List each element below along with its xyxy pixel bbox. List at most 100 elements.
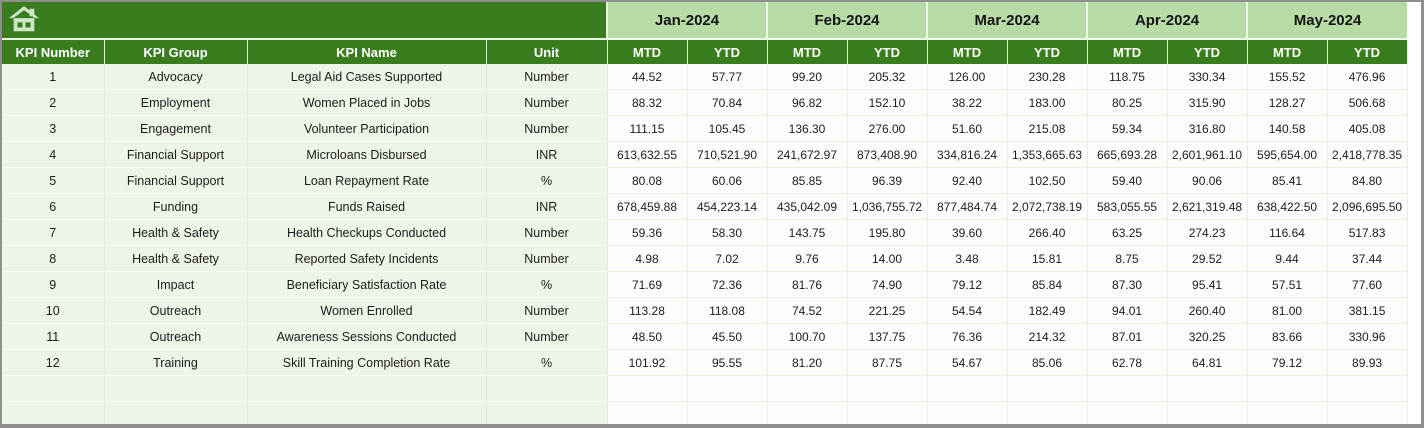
- unit-cell[interactable]: %: [486, 349, 608, 376]
- kpi-number-cell[interactable]: 6: [2, 193, 105, 220]
- value-cell[interactable]: 320.25: [1167, 323, 1248, 350]
- value-cell[interactable]: 94.01: [1087, 297, 1168, 324]
- value-cell[interactable]: 79.12: [1247, 349, 1328, 376]
- kpi-group-cell[interactable]: Financial Support: [104, 167, 248, 194]
- value-cell[interactable]: [1087, 375, 1168, 402]
- value-cell[interactable]: 334,816.24: [927, 141, 1008, 168]
- value-cell[interactable]: 140.58: [1247, 115, 1328, 142]
- kpi-group-cell[interactable]: Financial Support: [104, 141, 248, 168]
- kpi-number-cell[interactable]: [2, 375, 105, 402]
- unit-cell[interactable]: [486, 375, 608, 402]
- value-cell[interactable]: 583,055.55: [1087, 193, 1168, 220]
- value-cell[interactable]: 241,672.97: [767, 141, 848, 168]
- value-cell[interactable]: 80.08: [607, 167, 688, 194]
- value-cell[interactable]: 230.28: [1007, 64, 1088, 90]
- value-cell[interactable]: 87.01: [1087, 323, 1168, 350]
- value-cell[interactable]: 76.36: [927, 323, 1008, 350]
- value-cell[interactable]: [1087, 401, 1168, 424]
- value-cell[interactable]: 215.08: [1007, 115, 1088, 142]
- kpi-number-cell[interactable]: 2: [2, 89, 105, 116]
- value-cell[interactable]: 126.00: [927, 64, 1008, 90]
- value-cell[interactable]: 92.40: [927, 167, 1008, 194]
- value-cell[interactable]: 330.34: [1167, 64, 1248, 90]
- value-cell[interactable]: 63.25: [1087, 219, 1168, 246]
- unit-cell[interactable]: %: [486, 271, 608, 298]
- value-cell[interactable]: 87.30: [1087, 271, 1168, 298]
- value-cell[interactable]: [1007, 401, 1088, 424]
- kpi-name-cell[interactable]: [247, 375, 487, 402]
- value-cell[interactable]: 54.54: [927, 297, 1008, 324]
- value-cell[interactable]: [847, 401, 928, 424]
- value-cell[interactable]: 59.40: [1087, 167, 1168, 194]
- value-cell[interactable]: 2,096,695.50: [1327, 193, 1408, 220]
- value-cell[interactable]: 195.80: [847, 219, 928, 246]
- value-cell[interactable]: 137.75: [847, 323, 928, 350]
- value-cell[interactable]: [687, 401, 768, 424]
- kpi-number-cell[interactable]: 11: [2, 323, 105, 350]
- kpi-name-cell[interactable]: Women Enrolled: [247, 297, 487, 324]
- kpi-group-cell[interactable]: [104, 401, 248, 424]
- kpi-group-cell[interactable]: Employment: [104, 89, 248, 116]
- value-cell[interactable]: 665,693.28: [1087, 141, 1168, 168]
- unit-cell[interactable]: Number: [486, 64, 608, 90]
- value-cell[interactable]: 2,418,778.35: [1327, 141, 1408, 168]
- value-cell[interactable]: 60.06: [687, 167, 768, 194]
- value-cell[interactable]: 71.69: [607, 271, 688, 298]
- value-cell[interactable]: 29.52: [1167, 245, 1248, 272]
- value-cell[interactable]: [767, 375, 848, 402]
- value-cell[interactable]: 613,632.55: [607, 141, 688, 168]
- value-cell[interactable]: 57.77: [687, 64, 768, 90]
- kpi-number-cell[interactable]: 12: [2, 349, 105, 376]
- value-cell[interactable]: 38.22: [927, 89, 1008, 116]
- value-cell[interactable]: 1,353,665.63: [1007, 141, 1088, 168]
- value-cell[interactable]: 315.90: [1167, 89, 1248, 116]
- kpi-group-cell[interactable]: Funding: [104, 193, 248, 220]
- value-cell[interactable]: 95.55: [687, 349, 768, 376]
- kpi-number-cell[interactable]: 7: [2, 219, 105, 246]
- kpi-name-cell[interactable]: Loan Repayment Rate: [247, 167, 487, 194]
- value-cell[interactable]: 105.45: [687, 115, 768, 142]
- kpi-number-cell[interactable]: 8: [2, 245, 105, 272]
- value-cell[interactable]: 85.41: [1247, 167, 1328, 194]
- value-cell[interactable]: 595,654.00: [1247, 141, 1328, 168]
- value-cell[interactable]: 96.82: [767, 89, 848, 116]
- kpi-group-cell[interactable]: Engagement: [104, 115, 248, 142]
- kpi-name-cell[interactable]: Funds Raised: [247, 193, 487, 220]
- unit-cell[interactable]: Number: [486, 115, 608, 142]
- value-cell[interactable]: 51.60: [927, 115, 1008, 142]
- value-cell[interactable]: 64.81: [1167, 349, 1248, 376]
- kpi-number-cell[interactable]: 1: [2, 64, 105, 90]
- kpi-name-cell[interactable]: Awareness Sessions Conducted: [247, 323, 487, 350]
- value-cell[interactable]: 15.81: [1007, 245, 1088, 272]
- value-cell[interactable]: 88.32: [607, 89, 688, 116]
- value-cell[interactable]: 95.41: [1167, 271, 1248, 298]
- value-cell[interactable]: 476.96: [1327, 64, 1408, 90]
- value-cell[interactable]: 435,042.09: [767, 193, 848, 220]
- value-cell[interactable]: 1,036,755.72: [847, 193, 928, 220]
- value-cell[interactable]: [847, 375, 928, 402]
- value-cell[interactable]: [927, 401, 1008, 424]
- unit-cell[interactable]: [486, 401, 608, 424]
- value-cell[interactable]: 58.30: [687, 219, 768, 246]
- value-cell[interactable]: 48.50: [607, 323, 688, 350]
- value-cell[interactable]: 9.76: [767, 245, 848, 272]
- value-cell[interactable]: 84.80: [1327, 167, 1408, 194]
- value-cell[interactable]: 111.15: [607, 115, 688, 142]
- value-cell[interactable]: 85.06: [1007, 349, 1088, 376]
- kpi-number-cell[interactable]: [2, 401, 105, 424]
- value-cell[interactable]: [687, 375, 768, 402]
- kpi-number-cell[interactable]: 9: [2, 271, 105, 298]
- value-cell[interactable]: 118.08: [687, 297, 768, 324]
- value-cell[interactable]: 116.64: [1247, 219, 1328, 246]
- value-cell[interactable]: 7.02: [687, 245, 768, 272]
- value-cell[interactable]: 70.84: [687, 89, 768, 116]
- value-cell[interactable]: [1167, 375, 1248, 402]
- value-cell[interactable]: 2,601,961.10: [1167, 141, 1248, 168]
- kpi-group-cell[interactable]: Advocacy: [104, 64, 248, 90]
- value-cell[interactable]: 183.00: [1007, 89, 1088, 116]
- home-icon[interactable]: [9, 5, 39, 35]
- value-cell[interactable]: 89.93: [1327, 349, 1408, 376]
- value-cell[interactable]: [1167, 401, 1248, 424]
- value-cell[interactable]: 77.60: [1327, 271, 1408, 298]
- value-cell[interactable]: 81.76: [767, 271, 848, 298]
